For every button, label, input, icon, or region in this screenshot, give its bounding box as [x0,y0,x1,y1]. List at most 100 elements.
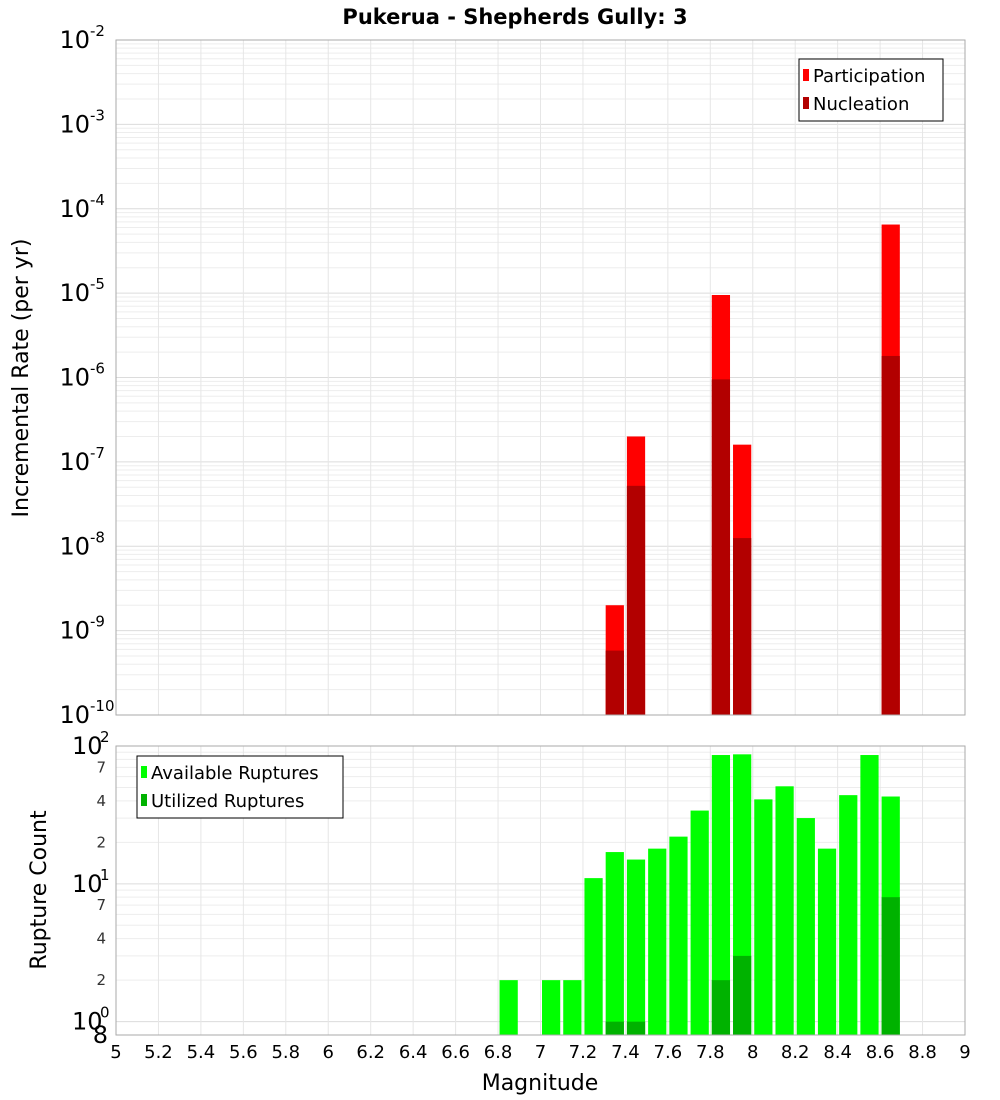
top-y-tick-label: 10 [59,279,90,307]
top-y-tick-exponent: -4 [90,191,105,209]
bottom-y-tick-base: 10 [72,870,103,898]
bottom-y-tick-min: 8 [93,1021,108,1049]
legend-box [798,58,944,122]
bottom-y-tick-exponent: 0 [100,1004,110,1022]
available-ruptures-bar [775,786,794,1035]
top-y-tick-label: 10 [59,448,90,476]
legend-swatch [141,766,147,778]
x-tick-label: 7.4 [611,1042,640,1063]
x-tick-label: 6.4 [399,1042,428,1063]
available-ruptures-bar [796,818,815,1035]
legend-swatch [141,794,147,806]
top-gridlines [115,40,966,716]
x-tick-label: 8 [747,1042,758,1063]
available-ruptures-bar [605,852,624,1035]
x-tick-label: 5 [110,1042,121,1063]
top-y-tick-exponent: -8 [90,528,105,546]
x-tick-label: 9 [959,1042,970,1063]
x-tick-label: 7.6 [654,1042,683,1063]
top-y-tick-label: 10 [59,26,90,54]
x-tick-label: 8.6 [866,1042,895,1063]
top-y-axis-label: Incremental Rate (per yr) [9,239,34,518]
available-ruptures-bar [754,799,773,1035]
top-y-tick-exponent: -9 [90,613,105,631]
available-ruptures-bar [584,878,603,1035]
top-y-tick-exponent: -6 [90,360,105,378]
bottom-y-tick-exponent: 2 [100,728,110,746]
top-bars [605,224,900,715]
bottom-y-tick-base: 10 [72,732,103,760]
x-tick-label: 5.2 [144,1042,173,1063]
top-plot-border [115,39,966,716]
x-axis-label: Magnitude [482,1071,599,1096]
legend-label: Utilized Ruptures [151,791,304,812]
bottom-y-tick-minor: 4 [96,792,106,810]
bottom-y-tick-minor: 7 [96,896,106,914]
x-tick-label: 6.8 [484,1042,513,1063]
available-ruptures-bar [817,848,837,1035]
x-tick-label: 8.8 [908,1042,937,1063]
top-y-tick-label: 10 [59,532,90,560]
available-ruptures-bar [711,755,731,1035]
bottom-y-tick-base: 10 [72,1008,103,1036]
x-tick-label: 8.4 [823,1042,852,1063]
available-ruptures-bar [563,980,582,1035]
utilized-ruptures-bar [626,1021,646,1035]
x-tick-label: 8.2 [781,1042,810,1063]
x-tick-label: 5.8 [271,1042,300,1063]
top-y-tick-exponent: -3 [90,106,105,124]
top-y-tick-exponent: -10 [90,697,115,715]
x-tick-label: 5.6 [229,1042,258,1063]
top-y-tick-label: 10 [59,195,90,223]
available-ruptures-bar [839,795,858,1035]
top-y-tick-label: 10 [59,110,90,138]
bottom-bars [499,754,900,1035]
available-ruptures-bar [542,980,561,1035]
bottom-y-tick-minor: 2 [96,971,106,989]
bottom-y-axis-label: Rupture Count [27,810,52,970]
available-ruptures-bar [499,980,518,1035]
legend-label: Participation [813,66,925,87]
top-y-tick-label: 10 [59,701,90,729]
legend-label: Nucleation [813,94,909,115]
x-tick-label: 6 [323,1042,334,1063]
x-tick-label: 5.4 [187,1042,216,1063]
x-tick-label: 7.2 [569,1042,598,1063]
nucleation-bar [881,355,900,715]
top-y-tick-exponent: -2 [90,22,105,40]
nucleation-bar [605,650,624,715]
top-y-tick-exponent: -7 [90,444,105,462]
bottom-y-tick-minor: 7 [96,758,106,776]
available-ruptures-bar [648,848,667,1035]
utilized-ruptures-bar [733,955,752,1035]
available-ruptures-bar [690,810,709,1035]
legend-swatch [803,69,809,81]
available-ruptures-bar [669,836,688,1035]
utilized-ruptures-bar [711,980,731,1035]
legend-swatch [803,97,809,109]
top-y-tick-label: 10 [59,364,90,392]
utilized-ruptures-bar [881,897,900,1035]
nucleation-bar [711,379,731,715]
legend-box [136,755,344,819]
bottom-y-tick-exponent: 1 [100,866,110,884]
legend-label: Available Ruptures [151,763,319,784]
chart-title: Pukerua - Shepherds Gully: 3 [342,5,687,29]
bottom-legend: Available Ruptures Utilized Ruptures [136,755,344,819]
available-ruptures-bar [626,859,646,1035]
nucleation-bar [626,485,646,715]
bottom-y-tick-minor: 4 [96,930,106,948]
bottom-plot-border [115,745,966,1036]
nucleation-bar [733,538,752,715]
x-tick-labels: 5 5.2 5.4 5.6 5.8 6 6.2 6.4 6.6 6.8 7 7.2 7.4 7.6 7.8 8… [110,1042,970,1063]
top-legend: Participation Nucleation [798,58,944,122]
bottom-y-tick-minor: 2 [96,833,106,851]
top-y-tick-exponent: -5 [90,275,105,293]
x-tick-label: 7 [535,1042,546,1063]
top-y-tick-label: 10 [59,617,90,645]
